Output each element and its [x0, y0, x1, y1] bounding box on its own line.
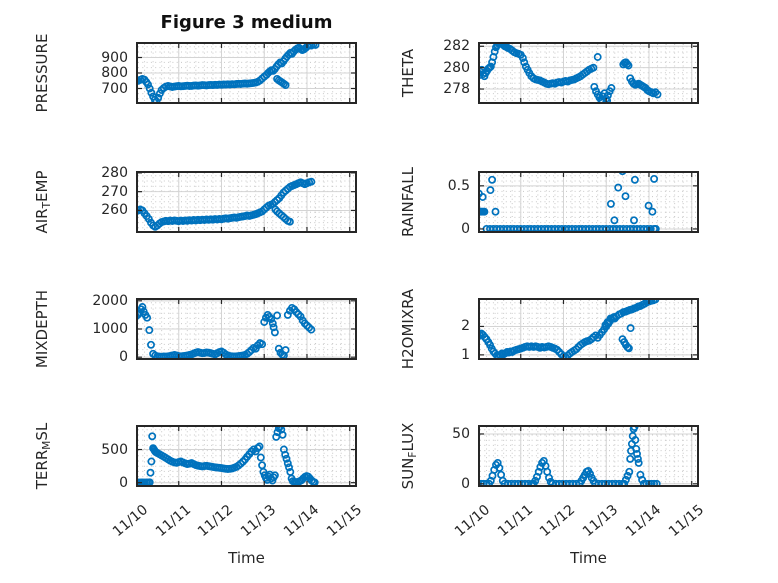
- y-axis-label-subscript: T: [41, 201, 54, 209]
- y-tick-label: 0: [461, 220, 470, 237]
- y-axis-label-text: TERR: [33, 449, 51, 490]
- axes-box: [136, 42, 357, 104]
- y-tick-label: 900: [101, 49, 128, 66]
- subplot-pressure: [136, 42, 357, 104]
- y-axis-label-text: AIR: [33, 208, 51, 234]
- y-tick-label: 0: [119, 349, 128, 366]
- y-tick-label: 0: [119, 474, 128, 491]
- tick-marks: [138, 172, 355, 231]
- subplot-sun_flux: [478, 425, 699, 487]
- y-tick-label: 280: [443, 59, 470, 76]
- y-tick-label: 2: [461, 318, 470, 335]
- y-tick-label: 500: [101, 441, 128, 458]
- y-axis-label-text: SL: [33, 422, 51, 441]
- axes-box: [478, 171, 699, 233]
- tick-marks: [138, 44, 355, 102]
- subplot-rainfall: [478, 171, 699, 233]
- data-points: [136, 42, 320, 104]
- major-grid: [479, 299, 698, 359]
- axes-box: [136, 425, 357, 487]
- y-tick-label: 1000: [92, 321, 128, 337]
- time-axis-label: Time: [570, 549, 607, 567]
- tick-marks: [480, 427, 697, 485]
- axes-box: [478, 298, 699, 360]
- y-axis-label-text: LUX: [399, 422, 417, 452]
- y-axis-label-text: MIXDEPTH: [33, 289, 51, 369]
- tick-marks: [138, 300, 355, 358]
- y-axis-label-text: PRESSURE: [33, 33, 51, 113]
- subplot-mixdepth: [136, 298, 357, 360]
- tick-marks: [480, 44, 697, 102]
- figure-title: Figure 3 medium: [160, 12, 333, 33]
- y-tick-label: 2000: [92, 292, 128, 309]
- subplot-h2omixra: [478, 298, 699, 360]
- major-grid: [137, 299, 356, 359]
- y-axis-label-text: RAINFALL: [399, 167, 417, 237]
- y-axis-label: SUNFLUX: [398, 371, 420, 541]
- y-axis-label-text: THETA: [399, 48, 417, 98]
- subplot-terr_msl: [136, 425, 357, 487]
- y-axis-label-text: SUN: [399, 457, 417, 490]
- axes-box: [478, 425, 699, 487]
- y-axis-label: TERRMSL: [32, 371, 54, 541]
- axes-box: [478, 42, 699, 104]
- y-tick-label: 278: [443, 81, 470, 98]
- axes-box: [136, 298, 357, 360]
- y-axis-label-text: H2OMIXRA: [399, 288, 417, 370]
- time-axis-label: Time: [228, 549, 265, 567]
- subplot-theta: [478, 42, 699, 104]
- y-tick-label: 280: [101, 164, 128, 181]
- y-tick-label: 700: [101, 80, 128, 97]
- subplot-air_temp: [136, 171, 357, 233]
- y-tick-label: 282: [443, 38, 470, 55]
- y-axis-label-subscript: F: [407, 451, 420, 458]
- y-tick-label: 270: [101, 183, 128, 200]
- data-points: [478, 298, 660, 360]
- y-tick-label: 800: [101, 65, 128, 81]
- data-points: [136, 177, 316, 231]
- y-axis-label-text: EMP: [33, 170, 51, 202]
- major-grid: [137, 172, 356, 232]
- y-tick-label: 0.5: [447, 177, 470, 194]
- data-points: [136, 425, 319, 487]
- y-tick-label: 50: [452, 425, 470, 442]
- tick-marks: [480, 300, 697, 358]
- y-tick-label: 260: [101, 202, 128, 219]
- minor-grid: [138, 300, 355, 358]
- tick-marks: [480, 173, 697, 231]
- tick-marks: [138, 427, 355, 485]
- y-tick-label: 0: [461, 475, 470, 492]
- y-tick-label: 1: [461, 346, 470, 363]
- y-axis-label-subscript: M: [41, 440, 54, 450]
- axes-box: [136, 171, 357, 233]
